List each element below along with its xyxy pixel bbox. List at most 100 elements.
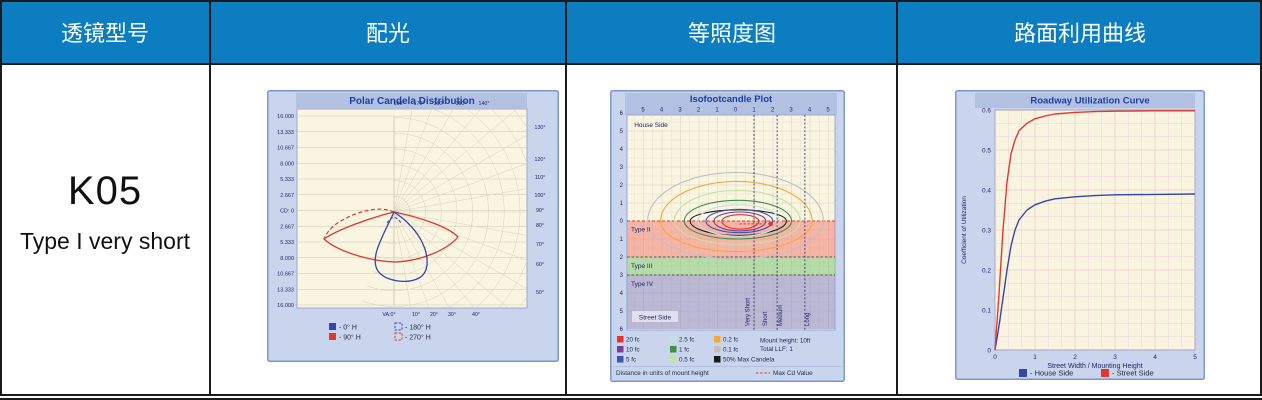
iso-y-tick: 0 — [620, 219, 624, 225]
polar-plot-area — [296, 108, 528, 309]
roadway-chart-svg: Roadway Utilization Curve 0.60.50.40.30.… — [955, 90, 1205, 380]
polar-curve-180h-dashed — [386, 217, 402, 224]
polar-legend-swatch — [394, 322, 403, 331]
roadway-series — [994, 110, 1195, 351]
cd-axis-label: 8.000 — [280, 256, 294, 262]
cd-axis-label: 16.000 — [277, 303, 294, 309]
polar-bottom-angles: VA:0° 10° 20° 30° 40° — [382, 312, 480, 318]
cd-axis-label: 5.333 — [280, 240, 294, 246]
max-cd-point — [768, 221, 773, 227]
angle-label-right: 120° — [535, 157, 546, 163]
cd-axis-label: 10.667 — [277, 146, 294, 152]
polar-right-angles: 130° 120° 110° 100° 90° 80° 70° 60° 50° — [535, 125, 546, 296]
iso-y-tick: 3 — [620, 273, 624, 279]
fan-ray — [393, 211, 430, 308]
roadway-y-tick: 0.5 — [982, 148, 991, 155]
utilization-cell: Roadway Utilization Curve 0.6 0.5 0.4 0.3 0.… — [898, 65, 1262, 396]
max-cd-label: Max Cd Value — [773, 370, 813, 377]
angle-label-top: 180° — [394, 101, 405, 107]
cd-axis-label: 10.667 — [277, 272, 294, 278]
angle-label-top: 160° — [434, 101, 445, 107]
iso-legend-label: 0.5 fc — [679, 357, 694, 364]
polar-curve-270h-dashed — [323, 208, 395, 240]
va-angle-label: VA:0° — [382, 312, 395, 318]
iso-contour — [705, 208, 774, 234]
roadway-legend: - House Side - Street Side — [1019, 369, 1154, 378]
street-side-label: Street Side — [639, 315, 672, 322]
header-isofootcandle: 等照度图 — [566, 0, 898, 64]
iso-note: Total LLF: 1 — [760, 346, 793, 353]
iso-x-tick: 2 — [771, 108, 775, 114]
iso-x-tick: 3 — [678, 108, 682, 114]
roadway-y-tick: 0 — [987, 348, 991, 355]
roadway-y-tick: 0.4 — [982, 188, 991, 195]
angle-label-right: 110° — [535, 175, 546, 181]
polar-legend-label: - 270° H — [405, 334, 431, 342]
iso-y-tick: 4 — [620, 291, 624, 297]
iso-axis-labels: 5 4 3 2 1 0 1 2 3 4 5 6 5 4 3 2 1 0 1 2 3 4 5 6 — [620, 108, 831, 334]
fan-ray — [393, 211, 527, 290]
street-side-box — [632, 311, 678, 322]
roadway-x-tick: 0 — [993, 354, 997, 361]
iso-contour — [713, 211, 767, 232]
header-distribution: 配光 — [210, 0, 566, 64]
roadway-axis-labels: 0.6 0.5 0.4 0.3 0.2 0.1 00 1 2 3 4 5 — [982, 108, 1197, 362]
iso-footer: Distance in units of mount height Max Cd… — [613, 366, 842, 377]
iso-legend-swatch — [617, 336, 624, 343]
iso-title-strip — [625, 93, 837, 115]
polar-curves — [322, 208, 459, 282]
iso-legend-swatch — [670, 356, 677, 363]
polar-top-angles: 180° 170° 160° 150° 140° — [394, 101, 490, 107]
iso-max-point — [739, 221, 773, 227]
column-divider-3 — [896, 0, 898, 396]
cd-axis-label: 16.000 — [277, 114, 294, 120]
iso-legend-label: 0.2 fc — [723, 337, 738, 344]
cd-axis-label: 5.333 — [280, 177, 294, 183]
polar-legend-label: - 90° H — [339, 334, 361, 342]
cd-axis-label: 8.000 — [280, 161, 294, 167]
cd-axis-label: 13.333 — [277, 287, 294, 293]
iso-contour — [697, 204, 781, 237]
roadway-y-tick: 0.3 — [982, 228, 991, 235]
fan-ray — [393, 109, 518, 213]
roadway-x-tick: 5 — [1193, 354, 1197, 361]
roadway-xlabel: Street Width / Mounting Height — [1047, 363, 1142, 370]
house-side-box — [630, 119, 672, 129]
header-isofootcandle-label: 等照度图 — [687, 21, 776, 46]
iso-legend-label: 10 fc — [626, 347, 640, 354]
fan-arc — [388, 196, 410, 228]
iso-contour — [673, 189, 801, 245]
lens-model: K05 — [67, 168, 143, 213]
iso-legend-label: 50% Max Candela — [723, 357, 775, 364]
cd-axis-label: 13.333 — [277, 130, 294, 136]
throw-label: Medium — [778, 305, 784, 326]
iso-note: Mount height: 10ft — [760, 338, 811, 345]
roadway-legend-swatch — [1019, 369, 1027, 377]
fan-arc — [466, 109, 521, 308]
iso-legend-swatch — [617, 356, 624, 363]
iso-x-tick: 5 — [641, 108, 645, 114]
fan-ray — [393, 109, 454, 213]
iso-legend-swatch — [670, 336, 677, 343]
table-border-right — [1260, 0, 1262, 396]
fan-ray — [393, 134, 527, 213]
roadway-x-tick: 4 — [1153, 354, 1157, 361]
header-lens-model-label: 透镜型号 — [60, 21, 149, 46]
iso-legend-label: 5 fc — [626, 357, 636, 364]
iso-y-tick: 6 — [620, 111, 624, 117]
polar-legend-label: - 180° H — [405, 324, 431, 332]
iso-x-tick: 1 — [752, 108, 756, 114]
iso-x-tick: 4 — [660, 108, 664, 114]
iso-y-tick: 5 — [620, 309, 624, 315]
angle-label-right: 100° — [535, 193, 546, 199]
angle-label-top: 140° — [479, 101, 490, 107]
iso-x-tick: 1 — [715, 108, 719, 114]
column-divider-1 — [209, 0, 211, 396]
zone-label: Type III — [631, 263, 653, 270]
fan-ray — [393, 211, 527, 261]
roadway-chart-title: Roadway Utilization Curve — [1030, 96, 1149, 107]
fan-ray — [393, 188, 527, 213]
iso-legend-swatch — [617, 346, 624, 353]
iso-legend-swatch — [714, 336, 721, 343]
